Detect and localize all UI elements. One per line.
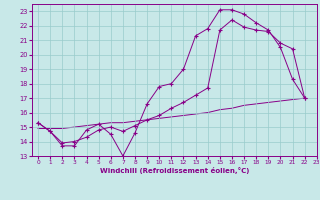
- X-axis label: Windchill (Refroidissement éolien,°C): Windchill (Refroidissement éolien,°C): [100, 167, 249, 174]
